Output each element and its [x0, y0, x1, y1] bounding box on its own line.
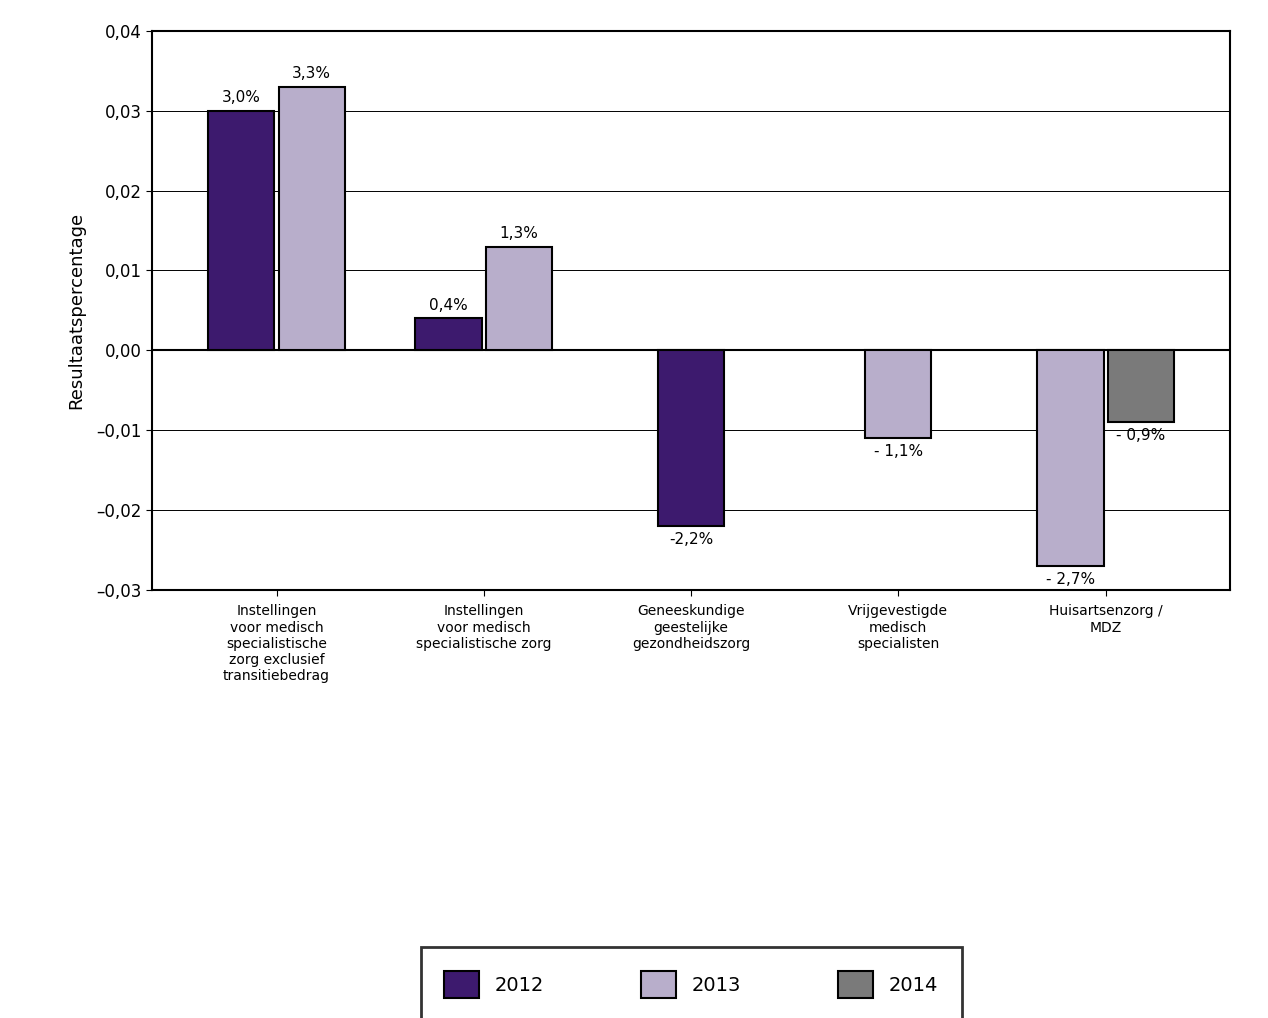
Text: - 2,7%: - 2,7%	[1046, 572, 1096, 587]
Bar	[486, 246, 552, 350]
Bar	[865, 350, 932, 439]
Bar	[416, 319, 482, 350]
Text: 3,0%: 3,0%	[222, 90, 261, 105]
Bar	[208, 111, 274, 350]
Text: - 0,9%: - 0,9%	[1116, 429, 1165, 443]
Bar	[279, 87, 345, 350]
Text: 3,3%: 3,3%	[292, 66, 331, 81]
Bar	[1108, 350, 1174, 422]
Text: -2,2%: -2,2%	[670, 532, 713, 547]
Text: 1,3%: 1,3%	[500, 226, 539, 241]
Text: 0,4%: 0,4%	[429, 298, 468, 313]
Bar	[658, 350, 724, 526]
Text: - 1,1%: - 1,1%	[874, 444, 923, 459]
Legend: 2012, 2013, 2014: 2012, 2013, 2014	[421, 948, 961, 1018]
Bar	[1037, 350, 1103, 566]
Y-axis label: Resultaatspercentage: Resultaatspercentage	[67, 212, 85, 409]
